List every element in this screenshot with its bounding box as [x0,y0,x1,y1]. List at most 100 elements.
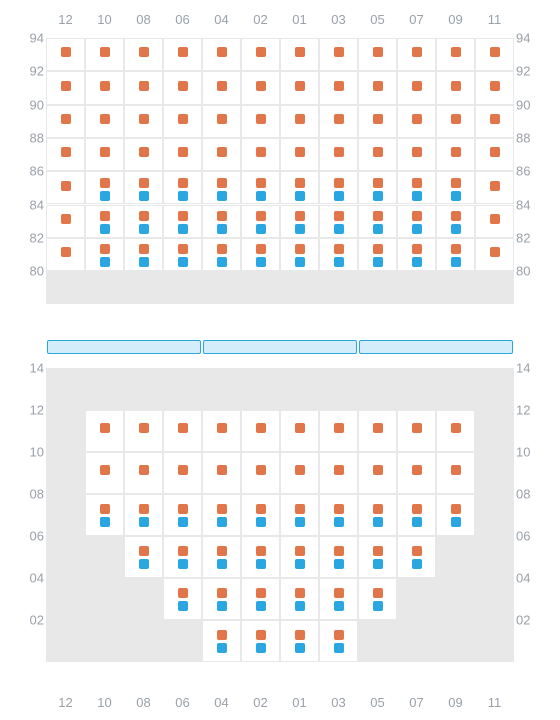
orange-marker [295,546,305,556]
orange-marker [217,504,227,514]
row-label-right: 04 [516,571,546,586]
blue-marker [295,224,305,234]
blue-marker [412,517,422,527]
blue-marker [139,517,149,527]
orange-marker [295,178,305,188]
col-label-bottom: 06 [165,695,201,710]
row-label-right: 12 [516,403,546,418]
col-label-top: 03 [321,12,357,27]
upper-cell [163,271,202,304]
lower-cell [124,494,163,536]
col-label-bottom: 09 [438,695,474,710]
upper-cell [241,271,280,304]
lower-cell [436,368,475,410]
orange-marker [139,81,149,91]
orange-marker [217,588,227,598]
orange-marker [100,47,110,57]
row-label-left: 12 [14,403,44,418]
orange-marker [256,504,266,514]
blue-marker [217,643,227,653]
orange-marker [100,147,110,157]
col-label-top: 04 [204,12,240,27]
lower-cell [358,536,397,578]
lower-cell [436,494,475,536]
row-label-left: 04 [14,571,44,586]
lower-cell [475,410,514,452]
blue-marker [178,224,188,234]
col-label-bottom: 04 [204,695,240,710]
orange-marker [412,178,422,188]
orange-marker [100,423,110,433]
orange-marker [295,147,305,157]
blue-marker [373,601,383,611]
orange-marker [139,546,149,556]
blue-marker [334,559,344,569]
orange-marker [451,147,461,157]
orange-marker [490,247,500,257]
col-label-bottom: 12 [48,695,84,710]
orange-marker [373,81,383,91]
blue-marker [373,191,383,201]
blue-marker [334,257,344,267]
orange-marker [100,504,110,514]
orange-marker [451,211,461,221]
orange-marker [334,588,344,598]
orange-marker [490,114,500,124]
orange-marker [256,211,266,221]
row-label-left: 94 [14,31,44,46]
orange-marker [217,147,227,157]
row-label-right: 88 [516,130,546,145]
lower-cell [46,494,85,536]
lower-cell [241,578,280,620]
orange-marker [373,244,383,254]
lower-cell [85,620,124,662]
lower-cell [280,536,319,578]
blue-marker [217,191,227,201]
lower-cell [46,410,85,452]
orange-marker [217,81,227,91]
orange-marker [490,47,500,57]
blue-marker [334,601,344,611]
orange-marker [139,114,149,124]
row-label-left: 84 [14,197,44,212]
orange-marker [295,504,305,514]
orange-marker [412,465,422,475]
orange-marker [295,588,305,598]
orange-marker [256,114,266,124]
row-label-right: 08 [516,487,546,502]
col-label-bottom: 05 [360,695,396,710]
upper-cell [397,271,436,304]
upper-cell [358,271,397,304]
orange-marker [256,244,266,254]
orange-marker [412,147,422,157]
orange-marker [451,47,461,57]
orange-marker [139,244,149,254]
orange-marker [451,504,461,514]
orange-marker [334,81,344,91]
orange-marker [412,211,422,221]
col-label-bottom: 01 [282,695,318,710]
blue-marker [256,517,266,527]
lower-cell [85,494,124,536]
orange-marker [295,81,305,91]
row-label-left: 88 [14,130,44,145]
blue-marker [295,601,305,611]
divider-segment [359,340,513,354]
lower-cell [397,536,436,578]
blue-marker [217,559,227,569]
orange-marker [256,546,266,556]
lower-cell [397,578,436,620]
orange-marker [451,81,461,91]
lower-cell [124,368,163,410]
lower-cell [397,620,436,662]
upper-cell [202,271,241,304]
lower-cell [280,494,319,536]
blue-marker [256,601,266,611]
lower-cell [358,620,397,662]
lower-cell [475,578,514,620]
col-label-top: 06 [165,12,201,27]
orange-marker [178,211,188,221]
col-label-bottom: 02 [243,695,279,710]
orange-marker [373,504,383,514]
lower-cell [163,368,202,410]
